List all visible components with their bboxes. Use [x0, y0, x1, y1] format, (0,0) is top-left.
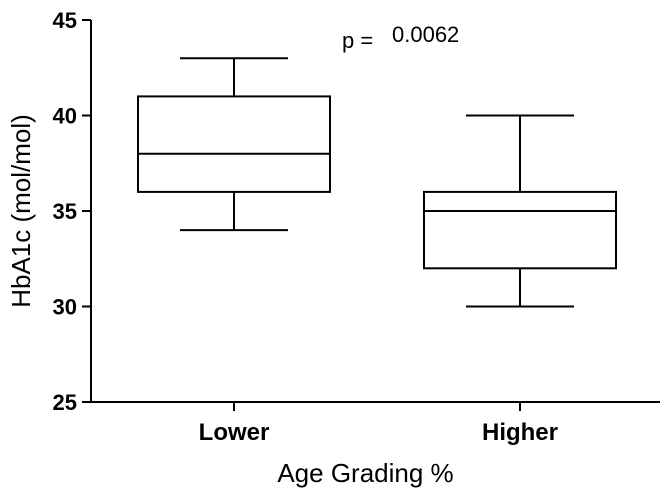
iqr-box-higher — [423, 190, 617, 270]
p-value-label: p = — [342, 28, 373, 53]
boxes — [137, 57, 617, 308]
y-tick-label-40: 40 — [53, 104, 77, 129]
x-ticks: Lower Higher — [199, 402, 558, 446]
y-axis-title: HbA1c (mol/mol) — [6, 114, 36, 308]
y-tick-label-35: 35 — [53, 199, 77, 224]
x-axis-title: Age Grading % — [277, 458, 453, 488]
box-lower — [137, 57, 331, 232]
y-tick-label-25: 25 — [53, 390, 77, 415]
y-tick-label-30: 30 — [53, 295, 77, 320]
x-tick-label-higher: Higher — [482, 419, 558, 446]
y-ticks: 25 30 35 40 45 — [53, 8, 91, 415]
iqr-box-lower — [137, 95, 331, 193]
box-higher — [423, 114, 617, 308]
x-tick-label-lower: Lower — [199, 419, 270, 446]
y-tick-label-45: 45 — [53, 8, 77, 33]
p-value: 0.0062 — [392, 22, 459, 47]
